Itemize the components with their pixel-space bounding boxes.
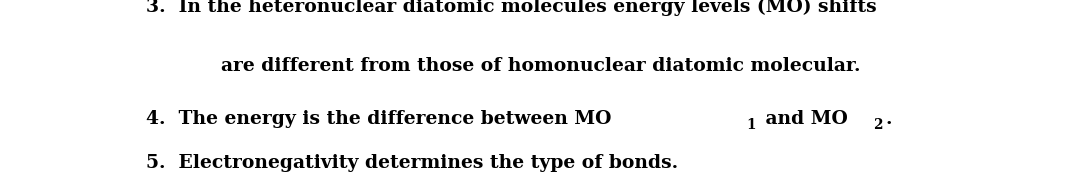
Text: 5.  Electronegativity determines the type of bonds.: 5. Electronegativity determines the type… [146, 154, 678, 172]
Text: 2: 2 [873, 118, 882, 132]
Text: and MO: and MO [758, 110, 848, 128]
Text: 4.  The energy is the difference between MO: 4. The energy is the difference between … [146, 110, 611, 128]
Text: are different from those of homonuclear diatomic molecular.: are different from those of homonuclear … [221, 57, 861, 75]
Text: 1: 1 [746, 118, 756, 132]
Text: .: . [886, 110, 892, 128]
Text: 3.  In the heteronuclear diatomic molecules energy levels (MO) shifts: 3. In the heteronuclear diatomic molecul… [146, 0, 877, 16]
